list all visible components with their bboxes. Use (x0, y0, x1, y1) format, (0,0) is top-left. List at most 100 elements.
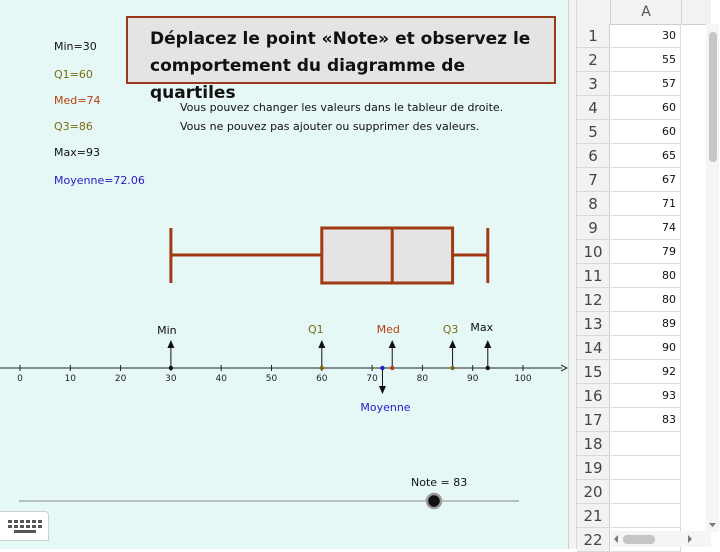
row-number[interactable]: 19 (577, 456, 610, 480)
stat-mean: Moyenne=72.06 (54, 174, 145, 187)
note-slider-label: Note = 83 (411, 476, 468, 489)
horizontal-scrollbar[interactable] (611, 531, 711, 547)
row-number[interactable]: 21 (577, 504, 610, 528)
row-number[interactable]: 20 (577, 480, 610, 504)
row-number[interactable]: 3 (577, 72, 610, 96)
cell-a3[interactable]: 57 (611, 72, 681, 96)
cell-a16[interactable]: 93 (611, 384, 681, 408)
cell-a11[interactable]: 80 (611, 264, 681, 288)
vertical-scrollbar[interactable] (706, 24, 719, 532)
stat-min: Min=30 (54, 40, 97, 53)
axis-tick-label: 80 (417, 374, 429, 384)
spreadsheet-row: 12 80 (577, 288, 711, 312)
stat-markers: Min Q1 Med Q3 Max Moyenne (157, 321, 494, 414)
stat-median: Med=74 (54, 94, 101, 107)
cell-a12[interactable]: 80 (611, 288, 681, 312)
axis-tick-label: 40 (215, 374, 227, 384)
row-number[interactable]: 17 (577, 408, 610, 432)
cell-a1[interactable]: 30 (611, 24, 681, 48)
header-corner[interactable] (577, 0, 611, 24)
marker-label-mean: Moyenne (360, 401, 410, 414)
cell-a19[interactable] (611, 456, 681, 480)
cell-a13[interactable]: 89 (611, 312, 681, 336)
cell-a14[interactable]: 90 (611, 336, 681, 360)
view-divider[interactable] (569, 0, 577, 549)
note-slider-handle[interactable] (425, 492, 443, 510)
marker-max: Max (470, 321, 494, 371)
cell-a15[interactable]: 92 (611, 360, 681, 384)
keyboard-icon (8, 520, 42, 533)
horizontal-scroll-thumb[interactable] (623, 535, 655, 544)
instruction-title: Déplacez le point «Note» et observez le … (126, 16, 556, 103)
row-number[interactable]: 2 (577, 48, 610, 72)
spreadsheet-row: 3 57 (577, 72, 711, 96)
row-number[interactable]: 18 (577, 432, 610, 456)
row-number[interactable]: 14 (577, 336, 610, 360)
spreadsheet-view[interactable]: A 1 30 2 55 3 57 4 60 5 60 6 65 7 67 8 71 9 74 10 79 11 80 12 8… (568, 0, 720, 552)
row-number[interactable]: 15 (577, 360, 610, 384)
axis-tick-label: 70 (366, 374, 378, 384)
cell-a2[interactable]: 55 (611, 48, 681, 72)
axis-tick-label: 10 (65, 374, 77, 384)
row-number[interactable]: 9 (577, 216, 610, 240)
row-number[interactable]: 13 (577, 312, 610, 336)
column-header-a[interactable]: A (611, 0, 682, 24)
axis-arrow-icon (560, 364, 568, 372)
marker-med: Med (377, 323, 400, 371)
cell-a4[interactable]: 60 (611, 96, 681, 120)
cell-a5[interactable]: 60 (611, 120, 681, 144)
spreadsheet-row: 10 79 (577, 240, 711, 264)
keyboard-button[interactable] (0, 511, 49, 541)
marker-q1: Q1 (308, 323, 326, 371)
row-number[interactable]: 10 (577, 240, 610, 264)
cell-a21[interactable] (611, 504, 681, 528)
spreadsheet-row: 5 60 (577, 120, 711, 144)
spreadsheet-row: 14 90 (577, 336, 711, 360)
spreadsheet-row: 13 89 (577, 312, 711, 336)
spreadsheet-row: 2 55 (577, 48, 711, 72)
row-number[interactable]: 22 (577, 528, 610, 552)
row-number[interactable]: 5 (577, 120, 610, 144)
row-number[interactable]: 8 (577, 192, 610, 216)
arrow-right-icon[interactable] (685, 531, 695, 547)
arrow-down-icon[interactable] (706, 520, 719, 530)
spreadsheet-row: 16 93 (577, 384, 711, 408)
title-line-1: Déplacez le point «Note» et observez le (150, 29, 531, 49)
marker-q3: Q3 (443, 323, 459, 371)
cell-a17[interactable]: 83 (611, 408, 681, 432)
row-number[interactable]: 4 (577, 96, 610, 120)
axis-tick-label: 0 (17, 374, 23, 384)
marker-mean: Moyenne (360, 365, 411, 414)
arrow-left-icon[interactable] (611, 531, 621, 547)
cell-a6[interactable]: 65 (611, 144, 681, 168)
row-number[interactable]: 1 (577, 24, 610, 48)
marker-label-min: Min (157, 324, 177, 337)
info-line-2: Vous ne pouvez pas ajouter ou supprimer … (180, 120, 480, 133)
axis-tick-label: 20 (115, 374, 127, 384)
arrow-up-icon (167, 340, 175, 348)
axis-tick-label: 60 (316, 374, 328, 384)
arrow-up-icon (484, 340, 492, 348)
marker-label-q3: Q3 (443, 323, 459, 336)
marker-label-med: Med (377, 323, 400, 336)
vertical-scroll-thumb[interactable] (709, 32, 717, 162)
spreadsheet-row: 4 60 (577, 96, 711, 120)
row-number[interactable]: 6 (577, 144, 610, 168)
spreadsheet-row: 1 30 (577, 24, 711, 48)
cell-a20[interactable] (611, 480, 681, 504)
marker-label-max: Max (470, 321, 493, 334)
cell-a9[interactable]: 74 (611, 216, 681, 240)
axis-tick-label: 30 (165, 374, 177, 384)
row-number[interactable]: 12 (577, 288, 610, 312)
cell-a8[interactable]: 71 (611, 192, 681, 216)
marker-point-q1 (319, 365, 324, 371)
spreadsheet-row: 8 71 (577, 192, 711, 216)
cell-a10[interactable]: 79 (611, 240, 681, 264)
graphics-view[interactable]: Min=30 Q1=60 Med=74 Q3=86 Max=93 Moyenne… (0, 0, 568, 549)
cell-a7[interactable]: 67 (611, 168, 681, 192)
row-number[interactable]: 11 (577, 264, 610, 288)
marker-point-q3 (450, 365, 455, 371)
row-number[interactable]: 16 (577, 384, 610, 408)
cell-a18[interactable] (611, 432, 681, 456)
row-number[interactable]: 7 (577, 168, 610, 192)
